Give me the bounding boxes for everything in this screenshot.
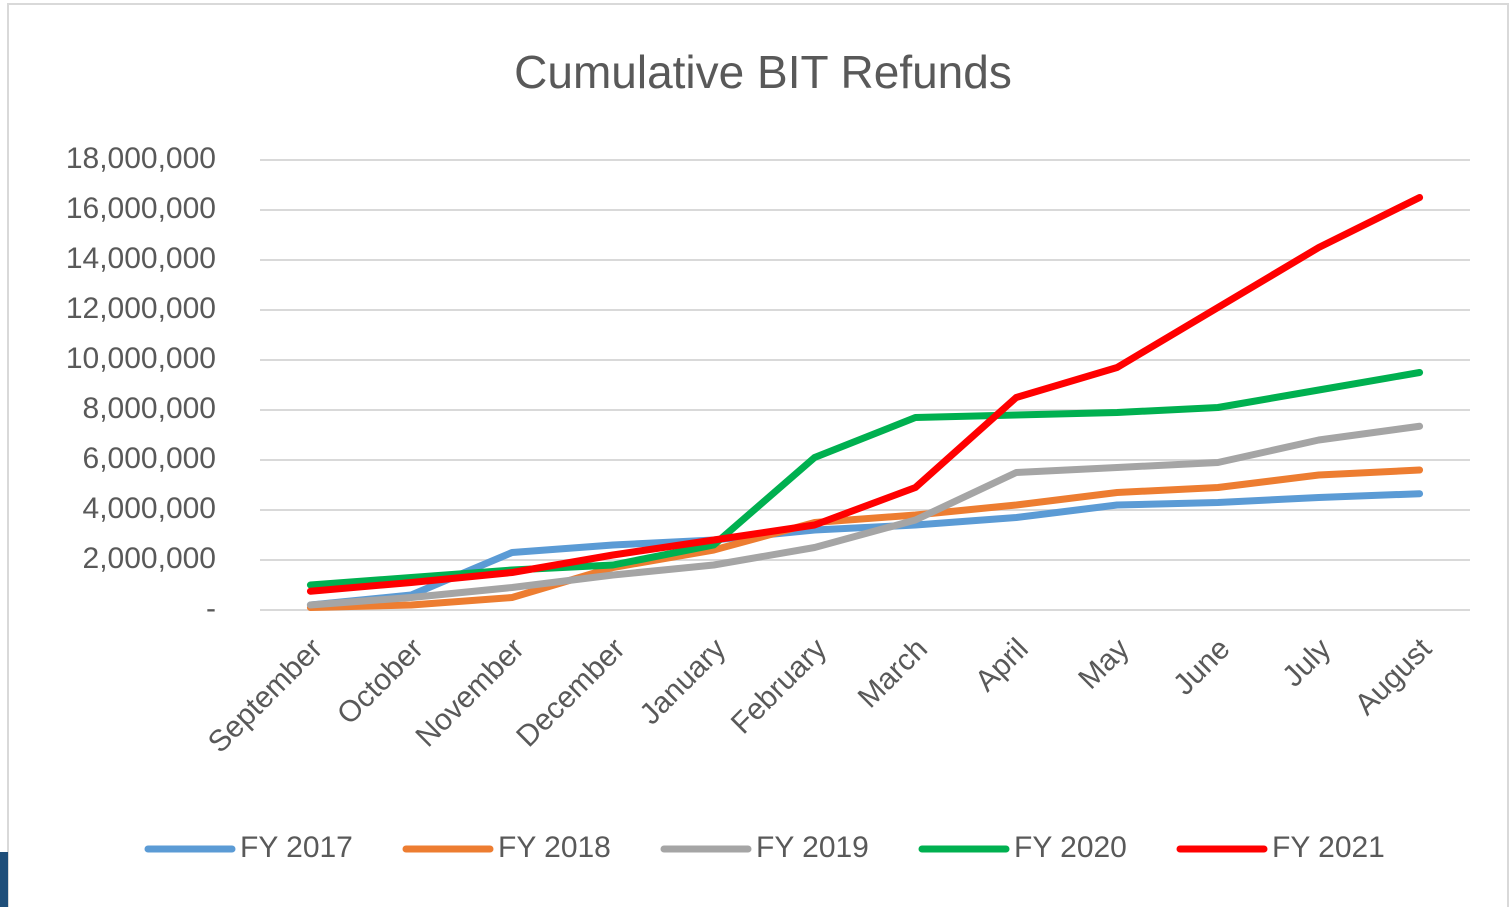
- legend-label: FY 2020: [1014, 831, 1127, 864]
- chart-frame: [7, 3, 1509, 912]
- y-tick-label: 8,000,000: [83, 392, 216, 425]
- series-line: [306, 490, 1424, 609]
- legend-label: FY 2017: [240, 831, 353, 864]
- chart-title: Cumulative BIT Refunds: [514, 46, 1012, 98]
- y-tick-label: 12,000,000: [66, 292, 216, 325]
- legend-label: FY 2021: [1272, 831, 1385, 864]
- side-strip: [0, 852, 8, 907]
- series-line: [306, 422, 1424, 609]
- legend-label: FY 2018: [498, 831, 611, 864]
- y-tick-label: 10,000,000: [66, 342, 216, 375]
- y-tick-label: 16,000,000: [66, 192, 216, 225]
- y-tick-label: 4,000,000: [83, 492, 216, 525]
- y-tick-label: 14,000,000: [66, 242, 216, 275]
- y-tick-label: 6,000,000: [83, 442, 216, 475]
- y-tick-label: -: [206, 592, 216, 625]
- series-line: [306, 466, 1424, 611]
- series-line: [306, 194, 1424, 595]
- legend-label: FY 2019: [756, 831, 869, 864]
- y-tick-label: 18,000,000: [66, 142, 216, 175]
- y-tick-label: 2,000,000: [83, 542, 216, 575]
